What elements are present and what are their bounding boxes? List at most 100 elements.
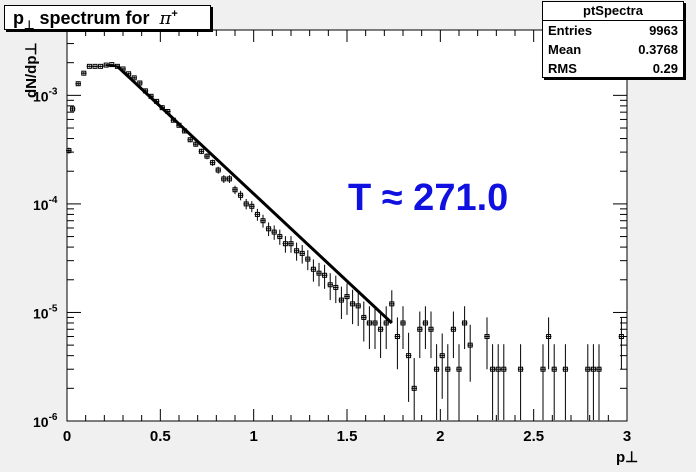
x-tick-label: 2.5 (523, 428, 544, 445)
data-point (310, 259, 317, 282)
point-marker (400, 320, 406, 326)
data-point (596, 344, 602, 421)
point-marker (389, 301, 395, 307)
data-point (445, 344, 451, 421)
data-point (254, 208, 261, 221)
temperature-annotation: T ≈ 271.0 (348, 177, 508, 219)
stats-value: 9963 (649, 23, 678, 38)
stats-value: 0.3768 (638, 42, 678, 57)
data-point (428, 311, 434, 359)
data-point (461, 306, 468, 350)
point-marker (204, 153, 210, 159)
stats-header: ptSpectra (543, 2, 683, 21)
point-marker (445, 366, 451, 372)
data-point (299, 245, 305, 264)
point-marker (271, 229, 277, 235)
point-marker (294, 248, 300, 254)
data-point (271, 225, 277, 240)
data-point (400, 306, 406, 350)
data-point (585, 344, 591, 421)
point-marker (226, 176, 232, 182)
title-plus-superscript: + (171, 8, 178, 20)
stats-value: 0.29 (652, 61, 678, 76)
data-point (316, 262, 322, 287)
data-point (209, 159, 216, 166)
data-point (193, 141, 199, 147)
point-marker (221, 176, 227, 182)
point-marker (428, 326, 434, 332)
point-marker (366, 320, 372, 326)
data-point (69, 106, 76, 112)
data-point (321, 264, 328, 289)
point-marker (495, 366, 501, 372)
axis-ticks (66, 29, 628, 422)
point-marker (618, 334, 624, 340)
data-point (501, 344, 507, 421)
point-marker (310, 266, 316, 272)
point-marker (92, 63, 98, 69)
x-tick-label: 1.5 (337, 428, 358, 445)
point-marker (86, 63, 92, 69)
data-point (417, 311, 423, 359)
point-marker (316, 270, 322, 276)
data-point (618, 317, 625, 370)
y-tick-label: 10-6 (33, 412, 58, 430)
stats-row-rms: RMS 0.29 (543, 59, 683, 78)
point-marker (417, 326, 423, 332)
point-marker (333, 284, 339, 290)
point-marker (338, 297, 344, 303)
point-marker (215, 167, 221, 173)
point-marker (406, 353, 412, 359)
point-marker (484, 334, 490, 340)
data-point (293, 242, 300, 261)
data-point (265, 222, 272, 237)
x-tick-label: 2 (436, 428, 444, 445)
y-axis-label: dN/dp⊥ (23, 42, 40, 98)
data-point (198, 148, 205, 155)
data-point (517, 344, 524, 421)
data-point (204, 153, 210, 160)
data-point (66, 147, 72, 154)
point-marker (462, 320, 468, 326)
point-marker (355, 303, 361, 309)
data-point (237, 190, 244, 201)
chart-title: p⊥ spectrum for π+ (4, 5, 211, 32)
stats-row-entries: Entries 9963 (543, 21, 683, 40)
title-perp-subscript: ⊥ (24, 18, 35, 32)
data-point (75, 81, 81, 87)
data-point (288, 236, 294, 253)
x-axis-label: p⊥ (616, 449, 638, 466)
x-tick-label: 0 (63, 428, 71, 445)
point-marker (467, 342, 473, 348)
point-marker (193, 141, 199, 147)
point-marker (322, 272, 328, 278)
data-point (131, 75, 137, 81)
data-point (344, 283, 350, 315)
point-marker (422, 320, 428, 326)
data-point (361, 301, 367, 342)
point-marker (305, 256, 311, 262)
data-point (338, 286, 345, 320)
point-marker (596, 366, 602, 372)
point-marker (198, 148, 204, 154)
data-point (372, 306, 378, 350)
point-marker (411, 385, 417, 391)
data-point (187, 137, 193, 143)
y-tick-label: 10-4 (33, 195, 58, 213)
data-series (66, 62, 625, 421)
point-marker (383, 320, 389, 326)
data-point (456, 344, 462, 421)
point-marker (98, 63, 104, 69)
title-p: p (13, 8, 24, 28)
point-marker (327, 282, 333, 288)
title-text: spectrum for (34, 8, 150, 28)
point-marker (361, 314, 367, 320)
data-point (366, 306, 373, 350)
point-marker (75, 81, 81, 87)
y-tick-label: 10-5 (33, 303, 58, 321)
point-marker (254, 211, 260, 217)
point-marker (394, 334, 400, 340)
title-pi: π (159, 8, 172, 29)
data-point (97, 63, 104, 69)
data-point (422, 306, 429, 350)
